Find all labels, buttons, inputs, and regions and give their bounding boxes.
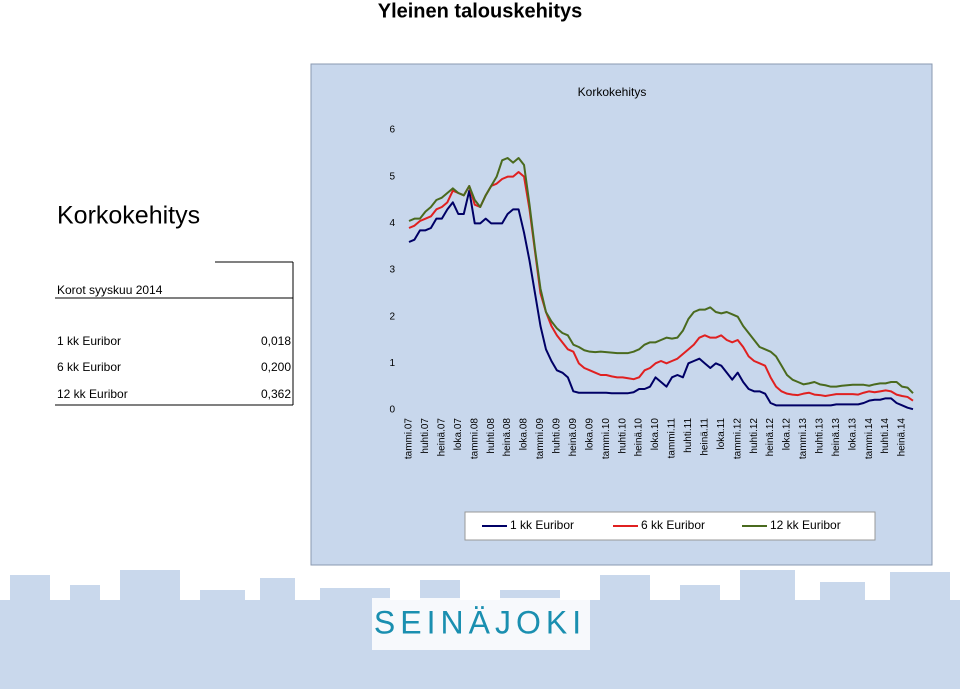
x-tick-label: tammi.13: [798, 418, 809, 460]
line-series: [408, 157, 914, 394]
x-tick-label: huhti.07: [420, 418, 431, 454]
x-tick-label: tammi.12: [732, 418, 743, 460]
legend-label: 12 kk Euribor: [770, 518, 841, 532]
x-tick-label: heinä.13: [831, 418, 842, 457]
logo: SEINÄJOKI: [374, 604, 586, 640]
x-tick-label: loka.10: [650, 418, 661, 451]
x-tick-label: huhti.08: [486, 418, 497, 454]
x-tick-label: huhti.09: [552, 418, 563, 454]
y-tick-label: 2: [389, 311, 395, 322]
y-tick-label: 5: [389, 171, 395, 182]
table-cell: 0,362: [261, 387, 291, 401]
x-tick-label: loka.11: [716, 418, 727, 450]
plot: 0 1 2 3 4 5 6 tammi.07 huhti.07 heinä.07 loka.07 ta…: [389, 125, 914, 532]
x-tick-label: heinä.12: [765, 418, 776, 457]
table-cell: 1 kk Euribor: [57, 334, 121, 348]
x-tick-label: huhti.12: [749, 418, 760, 454]
x-tick-label: loka.09: [584, 418, 595, 451]
legend-label: 6 kk Euribor: [641, 518, 705, 532]
slide-title: Yleinen talouskehitys: [378, 0, 583, 22]
y-tick-label: 6: [389, 125, 395, 136]
side-table: [55, 261, 294, 406]
legend-label: 1 kk Euribor: [510, 518, 574, 532]
x-tick-label: heinä.10: [634, 418, 645, 457]
logo-backdrop: [372, 598, 590, 650]
x-tick-label: loka.08: [519, 418, 530, 451]
y-tick-label: 0: [389, 405, 395, 416]
x-tick-label: huhti.11: [683, 418, 694, 453]
x-tick-label: huhti.14: [880, 418, 891, 454]
table-cell: 6 kk Euribor: [57, 360, 121, 374]
table-cell: 0,018: [261, 334, 291, 348]
x-tick-label: tammi.10: [601, 418, 612, 460]
x-tick-label: heinä.08: [502, 418, 513, 457]
table-caption: Korot syyskuu 2014: [57, 283, 163, 297]
line-series: [408, 171, 914, 402]
x-tick-label: tammi.07: [404, 418, 415, 460]
x-tick-label: loka.13: [847, 418, 858, 451]
table-cell: 0,200: [261, 360, 291, 374]
chart-panel: [310, 63, 933, 566]
x-tick-label: heinä.11: [699, 418, 710, 456]
side-heading: Korkokehitys: [57, 202, 200, 230]
y-tick-label: 4: [389, 218, 395, 229]
x-tick-label: loka.07: [453, 418, 464, 451]
x-tick-label: loka.12: [782, 418, 793, 451]
chart-title: Korkokehitys: [578, 85, 647, 99]
x-tick-label: tammi.14: [864, 418, 875, 460]
x-tick-label: tammi.11: [667, 418, 678, 459]
x-tick-label: huhti.10: [617, 418, 628, 454]
x-tick-label: huhti.13: [815, 418, 826, 454]
y-tick-label: 3: [389, 265, 395, 276]
table-cell: 12 kk Euribor: [57, 387, 128, 401]
x-tick-label: tammi.09: [535, 418, 546, 460]
x-tick-label: heinä.07: [437, 418, 448, 457]
line-series: [408, 189, 914, 411]
x-tick-label: heinä.09: [568, 418, 579, 457]
y-tick-label: 1: [389, 358, 395, 369]
x-tick-label: heinä.14: [897, 418, 908, 457]
x-tick-label: tammi.08: [469, 418, 480, 460]
legend-box: [464, 511, 876, 541]
